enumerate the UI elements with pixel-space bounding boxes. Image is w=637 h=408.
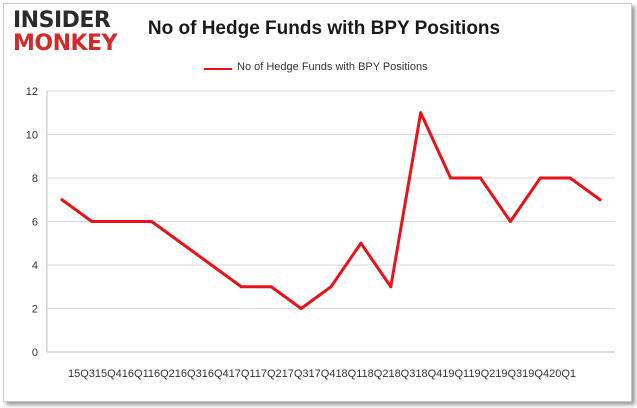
data-point (568, 176, 572, 180)
series-lines (60, 111, 602, 310)
y-tick-label: 10 (26, 130, 38, 142)
data-point (598, 198, 602, 202)
data-point (60, 198, 64, 202)
axes (46, 91, 615, 353)
gridlines (47, 90, 615, 353)
y-tick-label: 6 (32, 217, 38, 229)
data-point (120, 220, 124, 223)
x-tick-labels: 15Q315Q416Q116Q216Q316Q417Q117Q217Q317Q4… (68, 368, 576, 380)
chart-title: No of Hedge Funds with BPY Positions (147, 18, 501, 39)
data-point (449, 176, 453, 180)
y-tick-label: 4 (32, 260, 38, 272)
chart-legend: No of Hedge Funds with BPY Positions (204, 59, 464, 79)
logo-text-bottom: MONKEY (13, 31, 118, 56)
data-point (389, 285, 393, 289)
data-point (538, 176, 542, 180)
x-tick-labels-text: 15Q315Q416Q116Q216Q316Q417Q117Q217Q317Q4… (68, 368, 576, 380)
legend-swatch (204, 68, 232, 70)
chart-frame: INSIDER MONKEY No of Hedge Funds with BP… (3, 3, 632, 402)
data-point (150, 220, 154, 223)
data-point (508, 220, 512, 223)
data-point (209, 263, 213, 267)
data-point (329, 285, 333, 289)
logo-text-top: INSIDER (13, 8, 111, 33)
y-tick-label: 2 (32, 304, 38, 316)
legend-label: No of Hedge Funds with BPY Positions (237, 61, 428, 73)
y-tick-label: 12 (26, 86, 38, 98)
insider-monkey-logo: INSIDER MONKEY (13, 8, 118, 58)
data-point (478, 176, 482, 180)
data-point (419, 111, 423, 115)
data-point (239, 285, 243, 289)
y-tick-labels: 0 2 4 6 8 10 12 (26, 86, 38, 359)
y-tick-label: 0 (32, 347, 38, 359)
data-point (90, 220, 94, 223)
series-line (60, 111, 602, 310)
data-point (269, 285, 273, 289)
y-tick-label: 8 (32, 173, 38, 185)
data-point (299, 307, 303, 310)
data-point (180, 241, 184, 245)
data-point (359, 241, 363, 245)
